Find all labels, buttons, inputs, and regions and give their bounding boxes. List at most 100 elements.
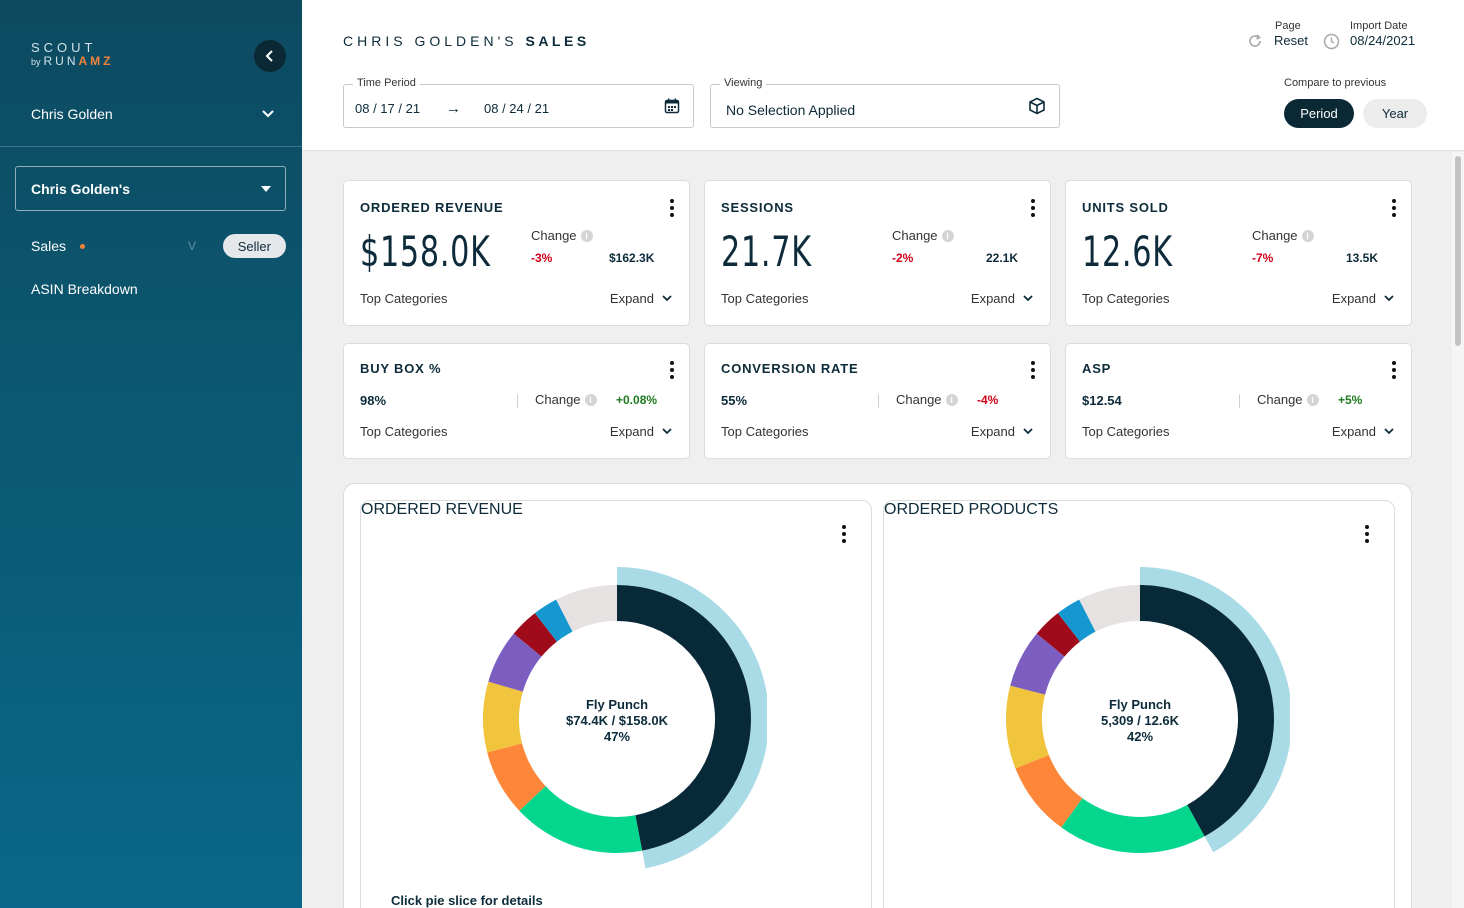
- previous-value: 22.1K: [986, 251, 1019, 265]
- chart-card-ordered-revenue: ORDERED REVENUE Fly Punch $74.4K / $158.…: [360, 500, 872, 908]
- more-options-icon[interactable]: [670, 361, 674, 379]
- seller-toggle[interactable]: Seller: [222, 234, 286, 258]
- metric-value: 21.7K: [721, 227, 812, 276]
- metric-card-conversion-rate: CONVERSION RATE 55% Change i -4% Top Cate…: [704, 343, 1051, 459]
- metric-title: ASP: [1082, 361, 1112, 376]
- sidebar-item-sales[interactable]: Sales V Seller: [31, 234, 286, 258]
- pie-slice[interactable]: [1006, 685, 1049, 769]
- compare-year-button[interactable]: Year: [1363, 99, 1427, 128]
- pie-slice[interactable]: [1140, 585, 1274, 837]
- compare-period-button[interactable]: Period: [1284, 99, 1354, 128]
- scrollbar[interactable]: [1452, 152, 1464, 908]
- pie-slice[interactable]: [1015, 755, 1083, 828]
- expand-button[interactable]: Expand: [610, 424, 672, 439]
- more-options-icon[interactable]: [1031, 199, 1035, 217]
- chevron-down-icon: [1023, 295, 1033, 302]
- logo-line1: SCOUT: [31, 40, 97, 55]
- start-date-input[interactable]: 08 / 17 / 21: [355, 101, 421, 116]
- clock-icon: [1323, 33, 1340, 50]
- collapse-sidebar-button[interactable]: [254, 40, 286, 72]
- import-date-value: 08/24/2021: [1350, 33, 1416, 48]
- metric-card-buy-box: BUY BOX % 98% Change i +0.08% Top Categor…: [343, 343, 690, 459]
- metric-value: 98%: [360, 393, 387, 408]
- pie-slice[interactable]: [1010, 633, 1065, 695]
- info-icon[interactable]: i: [945, 394, 958, 406]
- info-icon[interactable]: i: [1301, 230, 1314, 242]
- expand-button[interactable]: Expand: [971, 291, 1033, 306]
- metric-value: 55%: [721, 393, 748, 408]
- metric-title: ORDERED REVENUE: [360, 200, 504, 215]
- change-label: Change i: [892, 228, 954, 243]
- expand-button[interactable]: Expand: [971, 424, 1033, 439]
- more-options-icon[interactable]: [670, 199, 674, 217]
- previous-value: 13.5K: [1346, 251, 1379, 265]
- calendar-icon[interactable]: [664, 98, 680, 114]
- time-period-field[interactable]: Time Period 08 / 17 / 21 → 08 / 24 / 21: [343, 77, 694, 128]
- change-label: Change i: [531, 228, 593, 243]
- pie-slice[interactable]: [556, 585, 617, 632]
- more-options-icon[interactable]: [1392, 361, 1396, 379]
- divider: [878, 394, 879, 408]
- change-value: +0.08%: [616, 393, 658, 407]
- cube-icon: [1029, 97, 1045, 115]
- viewing-value: No Selection Applied: [726, 102, 856, 118]
- top-categories-label: Top Categories: [721, 291, 809, 306]
- chevron-down-icon: [1384, 295, 1394, 302]
- sidebar-divider: [0, 146, 302, 147]
- info-icon[interactable]: i: [941, 230, 954, 242]
- scrollbar-thumb[interactable]: [1455, 156, 1461, 346]
- center-name: Fly Punch: [585, 697, 649, 712]
- arrow-right-icon: →: [446, 100, 461, 117]
- chart-title: ORDERED PRODUCTS: [884, 501, 1059, 518]
- more-options-icon[interactable]: [1031, 361, 1035, 379]
- metric-title: SESSIONS: [721, 200, 794, 215]
- expand-button[interactable]: Expand: [610, 291, 672, 306]
- user-menu[interactable]: Chris Golden: [31, 106, 274, 122]
- pie-slice[interactable]: [1057, 599, 1096, 642]
- center-name: Fly Punch: [1108, 697, 1172, 712]
- pie-slice[interactable]: [1036, 613, 1080, 657]
- v-mark: V: [188, 239, 197, 253]
- expand-button[interactable]: Expand: [1332, 291, 1394, 306]
- sidebar-item-label: Sales: [31, 238, 67, 254]
- metric-title: BUY BOX %: [360, 361, 442, 376]
- more-options-icon[interactable]: [1392, 199, 1396, 217]
- pie-slice[interactable]: [1061, 798, 1205, 853]
- refresh-icon: [1249, 34, 1261, 47]
- donut-chart[interactable]: [467, 541, 767, 881]
- viewing-field[interactable]: Viewing No Selection Applied: [710, 77, 1060, 128]
- account-select[interactable]: Chris Golden's: [15, 166, 286, 211]
- pie-slice[interactable]: [617, 585, 751, 851]
- sidebar-item-asin-breakdown[interactable]: ASIN Breakdown: [31, 281, 138, 297]
- info-icon[interactable]: i: [584, 394, 597, 406]
- pie-slice[interactable]: [488, 633, 542, 692]
- expand-button[interactable]: Expand: [1332, 424, 1394, 439]
- import-date-label: Import Date: [1350, 20, 1408, 32]
- chevron-down-icon: [662, 428, 672, 435]
- metric-card-units-sold: UNITS SOLD 12.6K Change i -7% 13.5K Top C…: [1065, 180, 1412, 326]
- pie-slice[interactable]: [513, 613, 557, 657]
- center-value: 5,309 / 12.6K: [1100, 713, 1180, 728]
- top-categories-label: Top Categories: [1082, 291, 1170, 306]
- donut-center-label: Fly Punch 5,309 / 12.6K 42%: [1060, 697, 1220, 745]
- logo-run: RUN: [43, 54, 79, 68]
- donut-chart[interactable]: [990, 541, 1290, 881]
- pie-slice[interactable]: [1079, 585, 1140, 632]
- caret-down-icon: [261, 185, 271, 192]
- pie-slice[interactable]: [487, 743, 546, 811]
- previous-value: $162.3K: [609, 251, 655, 265]
- end-date-input[interactable]: 08 / 24 / 21: [484, 101, 550, 116]
- page-reset-small: Page: [1275, 20, 1301, 32]
- chart-title: ORDERED REVENUE: [361, 501, 523, 518]
- info-icon[interactable]: i: [1306, 394, 1319, 406]
- logo-amz: AMZ: [78, 54, 114, 68]
- more-options-icon[interactable]: [1365, 525, 1369, 543]
- more-options-icon[interactable]: [842, 525, 846, 543]
- info-icon[interactable]: i: [580, 230, 593, 242]
- chart-card-ordered-products: ORDERED PRODUCTS Fly Punch 5,309 / 12.6K…: [883, 500, 1395, 908]
- pie-slice[interactable]: [483, 681, 523, 753]
- page-title-bold: SALES: [525, 33, 590, 49]
- pie-slice[interactable]: [519, 786, 643, 853]
- pie-slice[interactable]: [534, 599, 573, 642]
- metric-value: 12.6K: [1082, 227, 1173, 276]
